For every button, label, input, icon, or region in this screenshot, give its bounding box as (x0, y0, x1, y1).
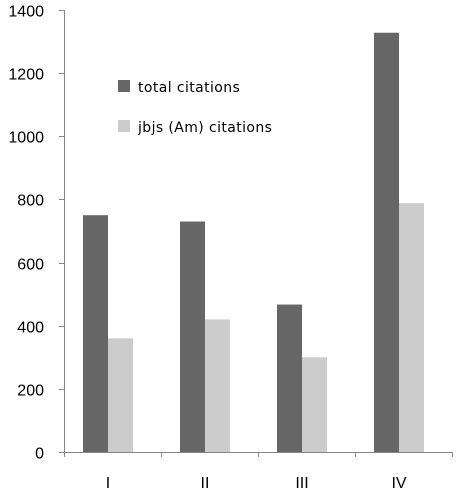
y-axis: 0 200 400 600 800 1000 1200 1400 (8, 4, 65, 463)
y-tick-label: 1000 (8, 130, 44, 147)
bar-jbjs-citations-i (108, 338, 133, 452)
bar-jbjs-citations-iv (399, 203, 424, 452)
x-tick-label: III (295, 475, 308, 492)
x-tick-label: II (201, 475, 210, 492)
bar-total-citations-ii (180, 221, 205, 452)
bar-total-citations-i (83, 215, 108, 452)
legend-label: jbjs (Am) citations (137, 120, 272, 136)
bar-total-citations-iv (374, 32, 399, 452)
y-tick-label: 400 (17, 320, 44, 337)
legend-swatch (118, 120, 130, 132)
x-tick-label: IV (391, 475, 406, 492)
y-tick-label: 1400 (8, 4, 44, 21)
x-axis: I II III IV (64, 452, 453, 492)
legend: total citations jbjs (Am) citations (118, 80, 272, 136)
y-tick-label: 1200 (8, 67, 44, 84)
y-tick-label: 800 (17, 193, 44, 210)
y-tick-label: 600 (17, 257, 44, 274)
legend-label: total citations (138, 80, 240, 96)
bar-total-citations-iii (277, 304, 302, 452)
bar-jbjs-citations-ii (205, 319, 230, 452)
y-tick-label: 200 (17, 383, 44, 400)
bars (83, 32, 424, 452)
legend-swatch (118, 80, 130, 92)
y-tick-label: 0 (35, 446, 44, 463)
bar-jbjs-citations-iii (302, 357, 327, 452)
x-tick-label: I (106, 475, 110, 492)
